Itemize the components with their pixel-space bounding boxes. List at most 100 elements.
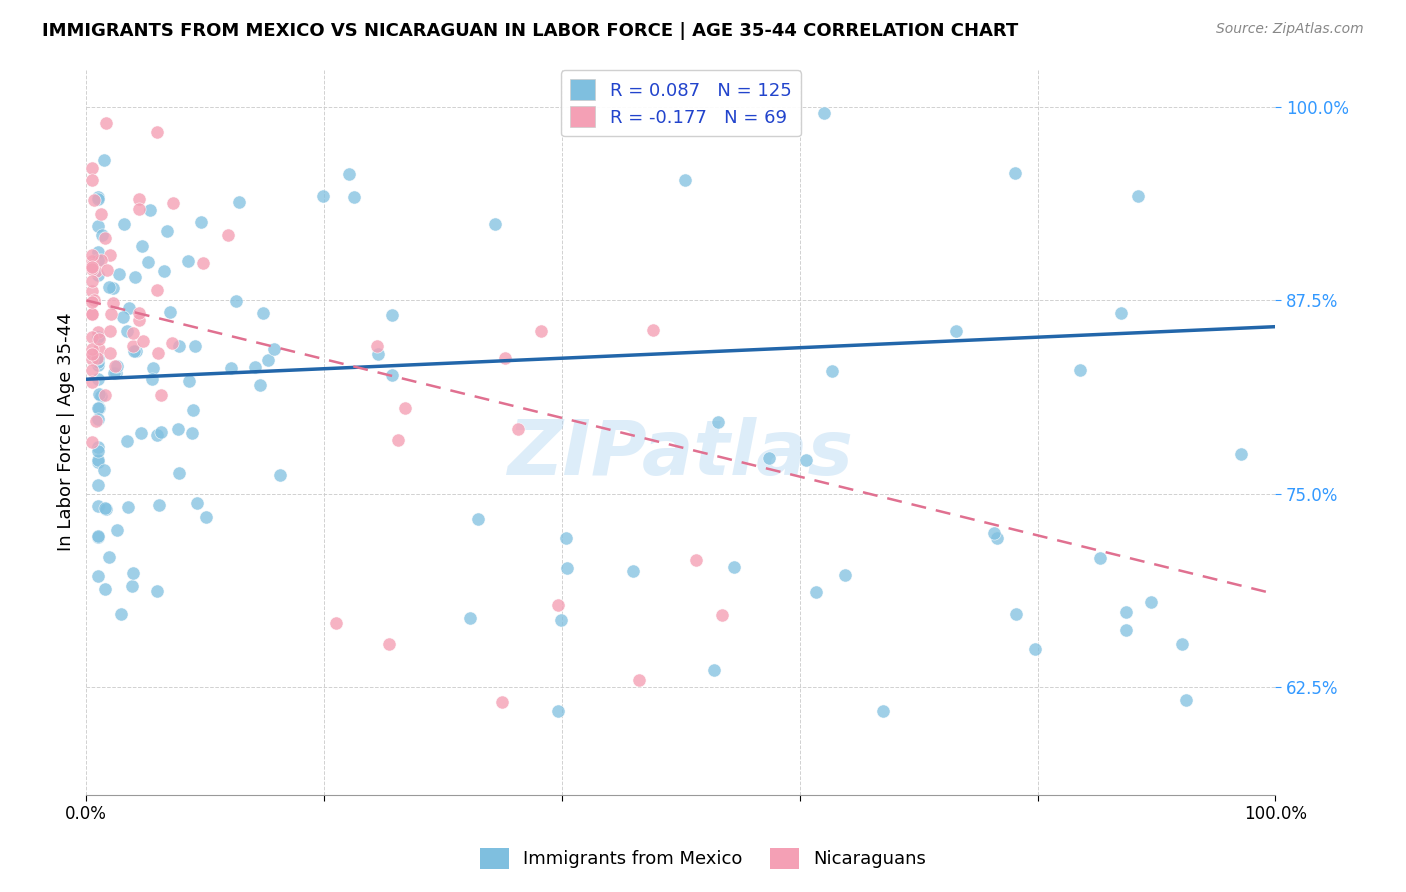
Point <box>82 342 104 356</box>
Point <box>723 560 745 574</box>
Point <box>494 351 516 366</box>
Point <box>804 584 827 599</box>
Point <box>167 422 190 436</box>
Point <box>146 125 169 139</box>
Point <box>218 227 240 242</box>
Point <box>149 388 172 402</box>
Point <box>105 523 128 537</box>
Point <box>82 161 104 176</box>
Point <box>82 362 104 376</box>
Point <box>160 335 183 350</box>
Point <box>122 566 145 580</box>
Point <box>986 531 1008 545</box>
Point <box>82 307 104 321</box>
Point <box>87 342 110 356</box>
Point <box>128 313 150 327</box>
Point <box>167 339 190 353</box>
Point <box>983 526 1005 541</box>
Point <box>118 301 141 315</box>
Point <box>225 294 247 309</box>
Point <box>1175 693 1198 707</box>
Point <box>146 283 169 297</box>
Point <box>834 567 856 582</box>
Point <box>1004 607 1026 621</box>
Point <box>128 306 150 320</box>
Point <box>98 325 121 339</box>
Point <box>184 339 207 353</box>
Point <box>104 359 127 373</box>
Point <box>98 549 121 564</box>
Point <box>136 255 159 269</box>
Point <box>111 310 134 324</box>
Point <box>87 244 110 259</box>
Point <box>162 195 184 210</box>
Point <box>1115 605 1137 619</box>
Point <box>110 607 132 622</box>
Point <box>93 500 115 515</box>
Point <box>94 582 117 597</box>
Point <box>506 422 529 436</box>
Point <box>1069 363 1091 377</box>
Point <box>98 247 121 261</box>
Point <box>159 305 181 319</box>
Point <box>117 324 139 338</box>
Point <box>263 342 285 356</box>
Point <box>94 116 117 130</box>
Point <box>256 353 278 368</box>
Point <box>122 339 145 353</box>
Point <box>183 403 205 417</box>
Point <box>146 427 169 442</box>
Point <box>87 412 110 426</box>
Point <box>87 478 110 492</box>
Point <box>87 192 110 206</box>
Point <box>367 347 389 361</box>
Point <box>311 189 333 203</box>
Point <box>945 324 967 338</box>
Point <box>366 339 388 353</box>
Point <box>872 704 894 718</box>
Point <box>555 560 578 574</box>
Point <box>101 281 124 295</box>
Legend: Immigrants from Mexico, Nicaraguans: Immigrants from Mexico, Nicaraguans <box>472 840 934 876</box>
Point <box>641 323 664 337</box>
Point <box>146 583 169 598</box>
Point <box>84 264 107 278</box>
Point <box>228 195 250 210</box>
Text: Source: ZipAtlas.com: Source: ZipAtlas.com <box>1216 22 1364 37</box>
Point <box>128 202 150 216</box>
Point <box>87 330 110 344</box>
Point <box>167 466 190 480</box>
Point <box>491 695 513 709</box>
Point <box>84 414 107 428</box>
Point <box>132 334 155 348</box>
Point <box>621 564 644 578</box>
Point <box>93 153 115 168</box>
Point <box>87 444 110 458</box>
Point <box>1171 637 1194 651</box>
Point <box>484 217 506 231</box>
Point <box>87 455 110 469</box>
Point <box>91 227 114 242</box>
Point <box>146 346 169 360</box>
Point <box>93 463 115 477</box>
Point <box>124 270 146 285</box>
Point <box>343 189 366 203</box>
Point <box>467 512 489 526</box>
Point <box>1230 447 1253 461</box>
Point <box>105 366 128 380</box>
Point <box>142 361 165 376</box>
Point <box>90 252 112 267</box>
Point <box>83 194 105 208</box>
Point <box>115 434 138 448</box>
Text: IMMIGRANTS FROM MEXICO VS NICARAGUAN IN LABOR FORCE | AGE 35-44 CORRELATION CHAR: IMMIGRANTS FROM MEXICO VS NICARAGUAN IN … <box>42 22 1018 40</box>
Point <box>87 440 110 454</box>
Point <box>103 366 125 380</box>
Point <box>87 219 110 233</box>
Point <box>82 294 104 309</box>
Point <box>711 608 734 623</box>
Point <box>87 401 110 416</box>
Point <box>1115 623 1137 637</box>
Point <box>82 254 104 268</box>
Point <box>685 553 707 567</box>
Point <box>387 433 409 447</box>
